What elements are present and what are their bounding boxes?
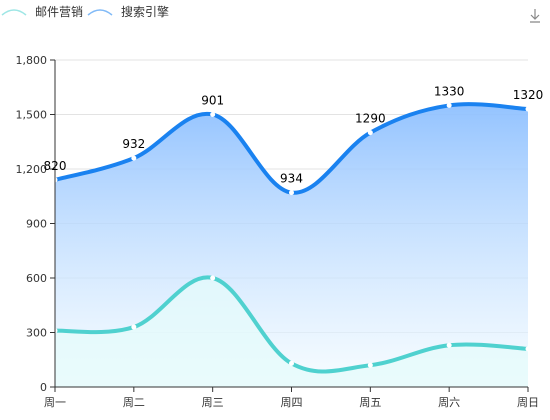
data-point[interactable] bbox=[289, 360, 294, 366]
data-point[interactable] bbox=[289, 190, 294, 196]
data-point[interactable] bbox=[367, 130, 373, 136]
y-tick-label: 1,500 bbox=[16, 109, 48, 122]
data-point[interactable] bbox=[210, 275, 216, 281]
x-tick-label: 周二 bbox=[123, 396, 145, 409]
series-area bbox=[55, 277, 528, 387]
data-label: 1290 bbox=[355, 112, 386, 126]
x-tick-label: 周日 bbox=[517, 396, 539, 409]
x-tick-label: 周五 bbox=[359, 396, 381, 409]
data-label: 932 bbox=[122, 137, 145, 151]
data-point[interactable] bbox=[131, 324, 137, 330]
data-label: 934 bbox=[280, 172, 303, 186]
data-label: 901 bbox=[201, 94, 224, 108]
y-tick-label: 900 bbox=[26, 218, 47, 231]
series-areas bbox=[55, 104, 528, 387]
data-point[interactable] bbox=[525, 106, 531, 112]
x-tick-label: 周六 bbox=[438, 396, 460, 409]
y-tick-label: 0 bbox=[40, 381, 47, 394]
data-labels: 820 932 901 934 1290 1330 1320 bbox=[44, 84, 544, 185]
y-tick-label: 300 bbox=[26, 327, 47, 340]
download-icon[interactable] bbox=[530, 9, 540, 23]
series-lines bbox=[52, 102, 531, 374]
data-point[interactable] bbox=[367, 362, 373, 368]
axes: 0 300 600 900 1,200 1,500 1,800 周一 周二 周三 周四 周五 周六 周日 bbox=[16, 54, 540, 409]
y-tick-label: 1,200 bbox=[16, 163, 48, 176]
legend-swatch bbox=[87, 9, 113, 16]
data-point[interactable] bbox=[446, 102, 452, 108]
y-tick-label: 600 bbox=[26, 272, 47, 285]
legend-item[interactable]: 搜索引擎 bbox=[87, 4, 169, 19]
data-label: 1330 bbox=[434, 84, 465, 98]
x-tick-label: 周四 bbox=[281, 396, 303, 409]
x-tick-label: 周一 bbox=[44, 396, 66, 409]
legend-swatch bbox=[1, 9, 27, 16]
data-point[interactable] bbox=[446, 342, 452, 348]
legend[interactable]: 邮件营销 搜索引擎 bbox=[1, 4, 169, 19]
y-tick-label: 1,800 bbox=[16, 54, 48, 67]
data-point[interactable] bbox=[131, 155, 137, 161]
data-label: 1320 bbox=[513, 88, 544, 102]
data-label: 820 bbox=[44, 159, 67, 173]
legend-label: 邮件营销 bbox=[35, 5, 83, 19]
legend-label: 搜索引擎 bbox=[121, 4, 169, 19]
legend-item[interactable]: 邮件营销 bbox=[1, 5, 83, 19]
data-point[interactable] bbox=[525, 346, 531, 352]
x-tick-label: 周三 bbox=[202, 396, 224, 409]
data-point[interactable] bbox=[210, 112, 216, 117]
